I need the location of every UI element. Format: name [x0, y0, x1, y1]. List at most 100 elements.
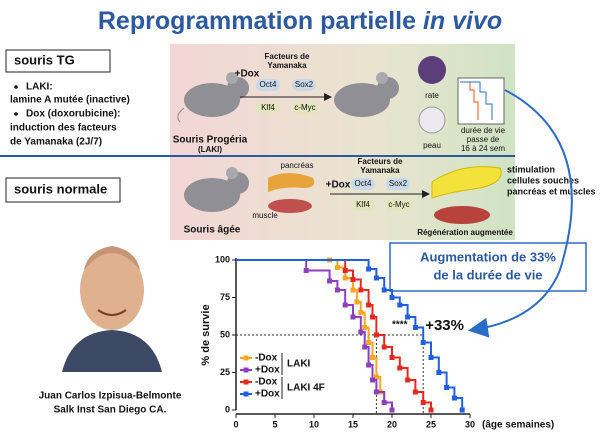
pill-text: Klf4	[356, 200, 370, 209]
tg-box	[5, 49, 111, 73]
pill	[351, 199, 375, 211]
pill-text: Oct4	[260, 80, 277, 89]
x-axis-label: (âge semaines)	[482, 420, 554, 431]
dox-label: +Dox	[326, 180, 351, 191]
tg-label: souris TG	[14, 52, 75, 67]
event-marker	[381, 400, 387, 405]
organ-label: muscle	[252, 211, 278, 220]
pill-text: c-Myc	[388, 200, 409, 209]
muscle-image	[434, 206, 490, 224]
survival-chart: 0 25 50 75 100 0 5 10 15 20 25 30 % de survie (âge se…	[200, 254, 554, 430]
event-marker	[412, 389, 418, 395]
mouse-label: (LAKI)	[198, 145, 222, 154]
event-marker	[370, 355, 375, 360]
pill-text: Oct4	[355, 179, 372, 188]
event-marker	[373, 389, 379, 395]
event-marker	[366, 302, 372, 308]
event-marker	[451, 395, 457, 401]
x-tick-label: 30	[465, 419, 475, 429]
mouse-label: Souris Progéria	[173, 135, 248, 146]
event-marker	[436, 370, 442, 375]
event-marker	[350, 277, 356, 282]
event-marker	[412, 325, 418, 330]
lifespan-note: passe de	[467, 135, 500, 144]
event-marker	[342, 302, 348, 308]
event-marker	[397, 365, 403, 371]
pill-text: Sox2	[389, 179, 408, 188]
event-marker	[405, 314, 411, 320]
legend-group: LAKI 4F	[287, 383, 325, 394]
result-label: Régénération augmentée	[417, 228, 513, 237]
event-marker	[389, 295, 395, 300]
event-marker	[350, 287, 356, 293]
mini-curve	[460, 81, 493, 120]
x-tick-label: 25	[426, 419, 436, 429]
event-marker	[444, 385, 450, 390]
legend-swatch	[243, 355, 249, 361]
event-marker	[373, 275, 379, 281]
event-marker	[373, 332, 379, 338]
event-marker	[366, 362, 372, 368]
pill	[292, 79, 316, 91]
event-marker	[381, 344, 387, 350]
event-marker	[362, 344, 368, 350]
event-marker	[459, 407, 465, 413]
event-marker	[366, 266, 372, 272]
pill	[256, 79, 280, 91]
pill-text: Sox2	[295, 80, 314, 89]
event-marker	[389, 355, 395, 360]
mouse-label: Souris âgée	[184, 225, 241, 236]
pill-text: c-Myc	[294, 103, 315, 112]
normal-box	[5, 177, 121, 203]
legend-swatch	[243, 391, 249, 397]
pill	[256, 102, 280, 114]
factors-label: Yamanaka	[267, 61, 307, 70]
title-italic: in vivo	[423, 7, 502, 35]
y-tick-label: 75	[220, 292, 230, 302]
event-marker	[342, 275, 348, 281]
bullet-text: LAKI:	[26, 82, 53, 93]
caption: Juan Carlos Izpisua-Belmonte	[39, 391, 182, 402]
event-marker	[389, 407, 395, 413]
pill-text: Klf4	[261, 103, 275, 112]
event-marker	[370, 314, 375, 320]
event-marker	[428, 407, 434, 413]
stimulation-note: pancréas et muscles	[507, 186, 596, 196]
pancreas-image	[268, 173, 315, 192]
pancreas-image	[431, 166, 502, 199]
organ-label: pancréas	[281, 161, 314, 170]
factors-label: Yamanaka	[360, 166, 400, 175]
event-marker	[342, 268, 348, 273]
legend-swatch	[243, 367, 249, 373]
portrait	[52, 242, 170, 372]
y-tick-label: 100	[215, 254, 230, 264]
survival-curve	[236, 259, 432, 410]
legend-label: +Dox	[255, 365, 280, 376]
event-marker	[354, 299, 360, 305]
callout-arrow	[468, 89, 573, 338]
event-marker	[373, 374, 379, 380]
spleen-image	[418, 56, 446, 84]
pill	[292, 102, 318, 114]
bullet-text: induction des facteurs	[10, 123, 117, 134]
normal-label: souris normale	[14, 181, 107, 196]
survival-curve	[236, 259, 464, 410]
legend-label: -Dox	[255, 377, 278, 388]
legend-swatch	[243, 379, 249, 385]
mini-chart	[457, 77, 505, 125]
event-marker	[428, 355, 434, 360]
callout-text: de la durée de vie	[433, 267, 542, 282]
pill	[386, 178, 410, 190]
mouse	[184, 167, 249, 212]
pill	[386, 199, 412, 211]
event-marker	[303, 268, 309, 273]
event-marker	[334, 287, 340, 293]
caption: Salk Inst San Diego CA.	[54, 405, 167, 416]
bullet-text: Dox (doxorubicine):	[26, 109, 120, 120]
event-marker	[334, 265, 340, 270]
pill	[351, 178, 375, 190]
dox-label: +Dox	[235, 69, 260, 80]
event-marker	[358, 287, 364, 293]
legend-group: LAKI	[287, 359, 311, 370]
